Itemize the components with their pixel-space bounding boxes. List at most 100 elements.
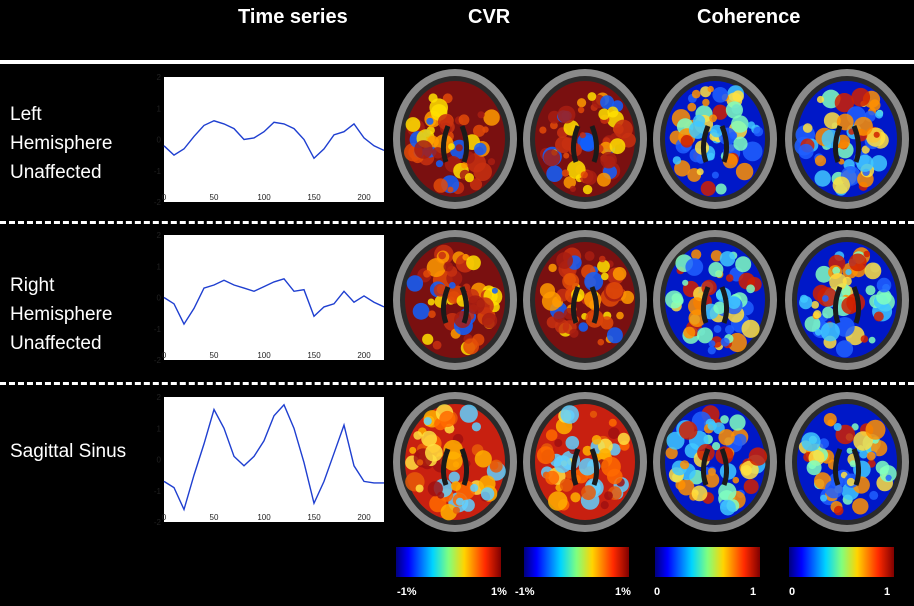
- map-blob: [455, 144, 463, 152]
- map-blob: [432, 147, 444, 159]
- map-blob: [543, 149, 561, 167]
- map-blob: [569, 185, 576, 192]
- time-series-plot-sagittal: 210-1-20 50 100 150 200: [154, 393, 384, 527]
- map-blob: [813, 310, 822, 319]
- map-blob: [753, 126, 764, 137]
- map-blob: [466, 255, 481, 271]
- map-blob: [712, 87, 728, 103]
- map-blob: [709, 114, 717, 123]
- map-blob: [822, 295, 829, 302]
- map-blob: [455, 497, 464, 506]
- ventricles: [832, 125, 862, 163]
- map-blob: [580, 135, 597, 152]
- map-blob: [860, 335, 869, 343]
- map-blob: [481, 312, 498, 329]
- map-blob: [405, 117, 421, 132]
- map-blob: [697, 327, 713, 344]
- map-blob: [561, 169, 569, 177]
- map-blob: [581, 485, 596, 501]
- row-separator-2: [0, 382, 914, 385]
- y-tick-label: -1: [154, 167, 162, 176]
- map-blob: [599, 141, 613, 155]
- ventricles: [570, 125, 600, 163]
- map-blob: [443, 451, 463, 471]
- map-blob: [806, 460, 822, 476]
- colorbar-max-label: 1: [884, 586, 891, 598]
- row-label-line: Sagittal Sinus: [10, 441, 127, 462]
- plot-area: [164, 397, 384, 522]
- y-tick-label: 0: [157, 456, 162, 465]
- row-label-line: Hemisphere: [10, 133, 113, 154]
- map-blob: [696, 168, 704, 176]
- map-blob: [849, 460, 857, 468]
- map-blob: [740, 460, 759, 480]
- row-label-sagittal: Sagittal Sinus: [10, 437, 126, 466]
- x-tick-label: 50: [210, 513, 219, 522]
- map-blob: [461, 162, 468, 169]
- map-blob: [459, 404, 478, 423]
- map-blob: [720, 499, 736, 516]
- map-blob: [589, 410, 598, 418]
- map-blob: [834, 93, 855, 113]
- map-blob: [539, 126, 547, 134]
- map-blob: [580, 171, 588, 179]
- map-blob: [448, 282, 456, 289]
- map-blob: [859, 449, 868, 459]
- y-tick-label: 1: [157, 424, 162, 433]
- map-blob: [409, 446, 417, 454]
- map-blob: [866, 451, 876, 461]
- map-blob: [539, 283, 556, 299]
- map-blob: [607, 106, 619, 118]
- brain-map-coherence: [653, 230, 777, 370]
- map-blob: [439, 410, 456, 428]
- y-tick-label: -1: [154, 487, 162, 496]
- map-blob: [555, 136, 572, 154]
- map-blob: [548, 263, 557, 273]
- map-blob: [707, 421, 717, 431]
- map-blob: [443, 261, 454, 272]
- map-blob: [818, 438, 830, 449]
- map-blob: [811, 301, 819, 309]
- map-blob: [597, 338, 605, 346]
- map-blob: [851, 423, 859, 431]
- map-blob: [435, 160, 444, 168]
- map-blob: [421, 430, 437, 447]
- map-blob: [605, 282, 623, 300]
- map-blob: [851, 87, 871, 107]
- map-blob: [553, 455, 572, 473]
- y-tick-label: 1: [157, 262, 162, 271]
- map-blob: [836, 113, 854, 131]
- map-blob: [707, 346, 716, 355]
- map-blob: [487, 158, 496, 166]
- map-blob: [616, 311, 624, 320]
- y-tick-label: 2: [157, 73, 162, 82]
- row-label-line: Hemisphere: [10, 304, 113, 325]
- map-blob: [447, 186, 454, 193]
- map-blob: [548, 491, 568, 511]
- map-blob: [553, 311, 565, 323]
- map-blob: [565, 436, 580, 450]
- brain-map-coherence: [785, 392, 909, 532]
- x-tick-label: 150: [307, 193, 321, 202]
- map-blob: [604, 491, 613, 500]
- map-blob: [713, 325, 722, 333]
- map-blob: [718, 429, 735, 446]
- map-blob: [415, 484, 424, 493]
- plot-area: [164, 77, 384, 202]
- map-blob: [801, 432, 821, 452]
- map-blob: [617, 432, 630, 445]
- map-blob: [875, 110, 884, 119]
- map-blob: [715, 270, 723, 278]
- map-blob: [422, 333, 434, 345]
- map-blob: [452, 506, 460, 514]
- x-tick-label: 0: [162, 513, 167, 522]
- map-blob: [864, 262, 882, 280]
- map-blob: [823, 112, 841, 129]
- map-blob: [708, 468, 716, 476]
- brain-map-coherence: [653, 69, 777, 209]
- plot-area: [164, 235, 384, 360]
- map-blob: [473, 162, 492, 182]
- map-blob: [577, 98, 587, 108]
- map-blob: [876, 277, 892, 293]
- map-blob: [577, 106, 585, 114]
